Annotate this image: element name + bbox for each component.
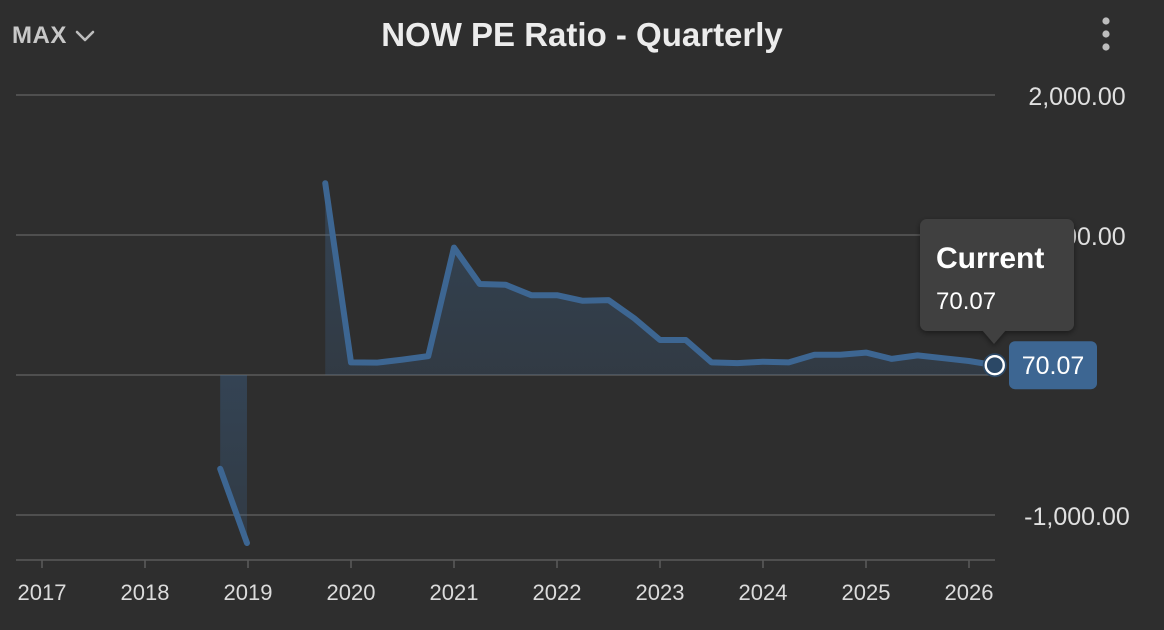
- x-tick-label: 2026: [945, 580, 994, 605]
- tooltip-value: 70.07: [936, 288, 996, 315]
- tooltip: Current 70.07: [920, 219, 1074, 344]
- series-area: [220, 375, 247, 543]
- current-value-badge: [1009, 341, 1097, 390]
- y-tick-label: 2,000.00: [1028, 83, 1125, 111]
- x-tick-label: 2021: [430, 580, 479, 605]
- x-tick-label: 2023: [636, 580, 685, 605]
- x-tick-label: 2017: [18, 580, 67, 605]
- series-line: [217, 465, 250, 546]
- x-tick-label: 2022: [533, 580, 582, 605]
- x-tick-label: 2024: [739, 580, 788, 605]
- tooltip-title: Current: [936, 242, 1044, 275]
- range-selector[interactable]: MAX: [12, 22, 95, 50]
- x-tick-label: 2018: [121, 580, 170, 605]
- more-options-icon[interactable]: [1090, 16, 1122, 54]
- series-area: [325, 183, 995, 375]
- current-point[interactable]: [984, 354, 1005, 376]
- range-selector-label: MAX: [12, 22, 67, 49]
- chart-title: NOW PE Ratio - Quarterly: [381, 16, 783, 53]
- x-tick-label: 2020: [327, 580, 376, 605]
- x-tick-label: 2019: [224, 580, 273, 605]
- tooltip-pointer: [982, 330, 1006, 344]
- y-tick-label: -1,000.00: [1024, 503, 1130, 531]
- x-tick-label: 2025: [842, 580, 891, 605]
- tooltip-box: [920, 219, 1074, 331]
- series-line: [322, 180, 998, 369]
- current-value-badge-label: 70.07: [1022, 352, 1085, 380]
- chevron-down-icon: [75, 30, 95, 42]
